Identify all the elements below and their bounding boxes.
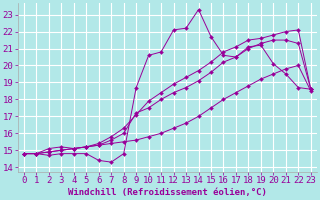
X-axis label: Windchill (Refroidissement éolien,°C): Windchill (Refroidissement éolien,°C) bbox=[68, 188, 267, 197]
